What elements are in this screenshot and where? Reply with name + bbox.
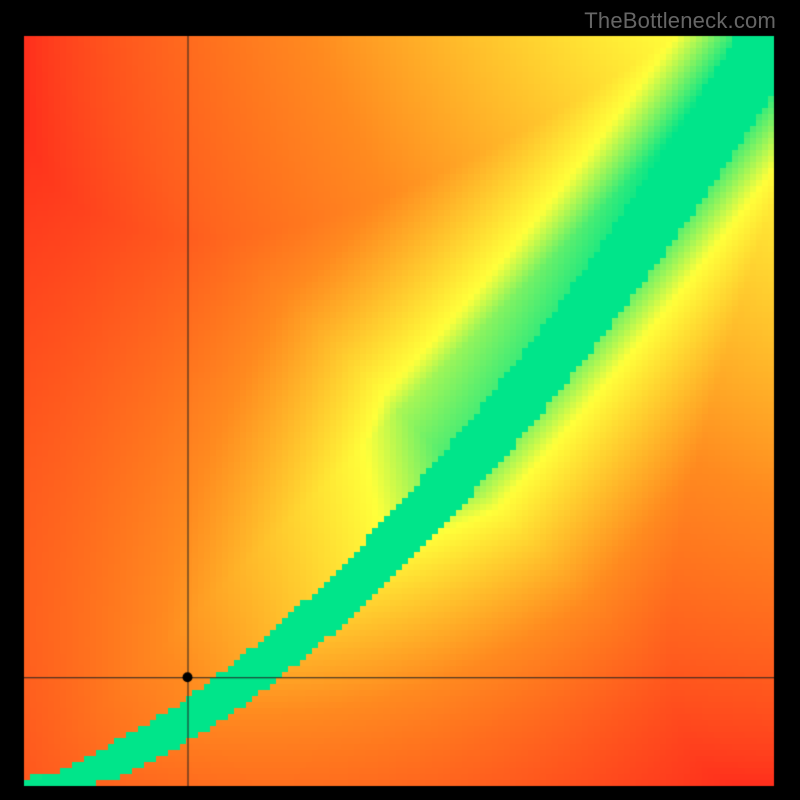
watermark-text: TheBottleneck.com [584,8,776,34]
bottleneck-heatmap [0,0,800,800]
